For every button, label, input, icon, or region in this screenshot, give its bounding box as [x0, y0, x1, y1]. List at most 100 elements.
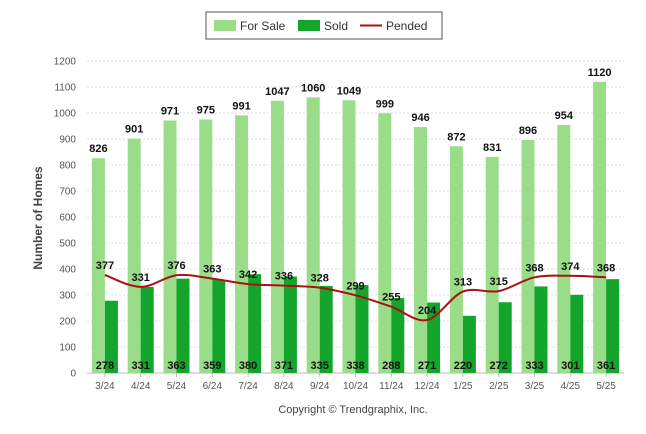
y-tick-label: 1100: [54, 83, 76, 94]
legend-swatch-sold: [298, 20, 320, 31]
data-label-pended: 299: [346, 280, 364, 292]
pended-line-path: [104, 273, 607, 322]
data-label-for-sale: 872: [447, 131, 465, 143]
bar-sold: [319, 285, 333, 373]
x-tick-label: 4/24: [131, 381, 151, 392]
x-tick-label: 10/24: [343, 381, 368, 392]
x-tick-label: 3/25: [525, 381, 545, 392]
data-label-sold: 271: [418, 360, 436, 372]
data-label-pended: 204: [418, 305, 437, 317]
bar-for-sale: [199, 119, 213, 373]
y-tick-label: 100: [59, 343, 76, 354]
data-label-pended: 342: [239, 269, 257, 281]
bar-sold: [212, 279, 226, 373]
data-label-sold: 288: [382, 360, 400, 372]
y-tick-label: 300: [59, 291, 76, 302]
data-label-pended: 315: [490, 276, 508, 288]
bar-sold: [283, 276, 297, 373]
x-tick-label: 9/24: [310, 381, 330, 392]
data-label-for-sale: 1120: [588, 67, 612, 79]
bar-sold: [570, 294, 584, 373]
data-label-pended: 255: [382, 292, 400, 304]
data-label-for-sale: 975: [197, 105, 215, 117]
bar-sold: [462, 315, 476, 373]
data-label-pended: 313: [454, 277, 472, 289]
bar-for-sale: [485, 156, 499, 373]
bar-for-sale: [378, 113, 392, 373]
data-label-for-sale: 901: [125, 124, 143, 136]
data-label-sold: 220: [454, 360, 472, 372]
bar-sold: [427, 302, 441, 373]
x-tick-label: 12/24: [415, 381, 440, 392]
y-axis-ticks: 0 100 200 300 400 500 600 700 800 900 1000 1100 1200: [54, 57, 77, 380]
data-label-sold: 278: [96, 360, 114, 372]
bar-sold: [606, 279, 620, 373]
y-tick-label: 200: [59, 317, 76, 328]
bar-for-sale: [521, 140, 535, 373]
data-label-pended: 368: [597, 262, 615, 274]
x-tick-label: 7/24: [238, 381, 258, 392]
bar-for-sale: [414, 127, 428, 373]
bar-sold: [355, 285, 369, 373]
legend-label-pended: Pended: [386, 19, 427, 33]
x-tick-label: 11/24: [379, 381, 404, 392]
data-label-sold: 359: [203, 360, 221, 372]
data-label-sold: 335: [311, 360, 329, 372]
x-tick-label: 4/25: [561, 381, 581, 392]
bar-sold: [248, 274, 262, 373]
bar-sold: [104, 300, 118, 373]
data-label-sold: 363: [167, 360, 185, 372]
bar-for-sale: [91, 158, 105, 373]
copyright: Copyright © Trendgraphix, Inc.: [278, 404, 427, 416]
x-tick-label: 8/24: [274, 381, 294, 392]
y-axis-title: Number of Homes: [31, 166, 45, 270]
data-label-pended: 336: [275, 271, 293, 283]
bar-for-sale: [306, 97, 320, 374]
data-label-sold: 338: [346, 360, 364, 372]
bars: [91, 81, 620, 374]
y-tick-label: 800: [59, 161, 76, 172]
data-label-pended: 374: [561, 261, 580, 273]
data-label-for-sale: 896: [519, 125, 537, 137]
data-label-for-sale: 1060: [301, 82, 325, 94]
y-tick-label: 0: [70, 369, 76, 380]
data-label-pended: 331: [132, 272, 150, 284]
y-tick-label: 900: [59, 135, 76, 146]
x-tick-label: 3/24: [95, 381, 115, 392]
data-label-sold: 361: [597, 360, 615, 372]
y-tick-label: 1000: [54, 109, 77, 120]
data-label-pended: 377: [96, 260, 114, 272]
legend-label-sold: Sold: [324, 19, 348, 33]
bar-sold: [176, 278, 190, 373]
data-label-for-sale: 831: [483, 142, 501, 154]
bar-for-sale: [557, 124, 571, 374]
legend: For Sale Sold Pended: [205, 11, 443, 40]
bar-for-sale: [593, 81, 607, 374]
y-tick-label: 700: [59, 187, 76, 198]
data-label-pended: 368: [525, 262, 543, 274]
data-label-pended: 376: [167, 260, 185, 272]
data-label-sold: 272: [490, 360, 508, 372]
x-tick-label: 1/25: [453, 381, 473, 392]
data-label-for-sale: 1047: [265, 86, 289, 98]
data-labels: 826 278 901 331 971 363 975 359 991 380 1047 371 106…: [89, 67, 615, 372]
data-label-for-sale: 971: [161, 106, 179, 118]
y-tick-label: 1200: [54, 57, 77, 68]
data-label-sold: 371: [275, 360, 293, 372]
x-tick-label: 5/24: [167, 381, 187, 392]
data-label-for-sale: 946: [411, 112, 429, 124]
bar-sold: [391, 298, 405, 373]
data-label-for-sale: 999: [376, 98, 394, 110]
data-label-pended: 328: [311, 273, 329, 285]
bar-for-sale: [235, 115, 249, 373]
legend-label-for-sale: For Sale: [240, 19, 286, 33]
bar-for-sale: [270, 100, 284, 373]
legend-box: [205, 11, 443, 40]
data-label-pended: 363: [203, 264, 221, 276]
y-tick-label: 600: [59, 213, 76, 224]
x-tick-label: 2/25: [489, 381, 509, 392]
bar-for-sale: [342, 100, 356, 373]
legend-swatch-for-sale: [214, 20, 236, 31]
data-label-sold: 301: [561, 360, 579, 372]
